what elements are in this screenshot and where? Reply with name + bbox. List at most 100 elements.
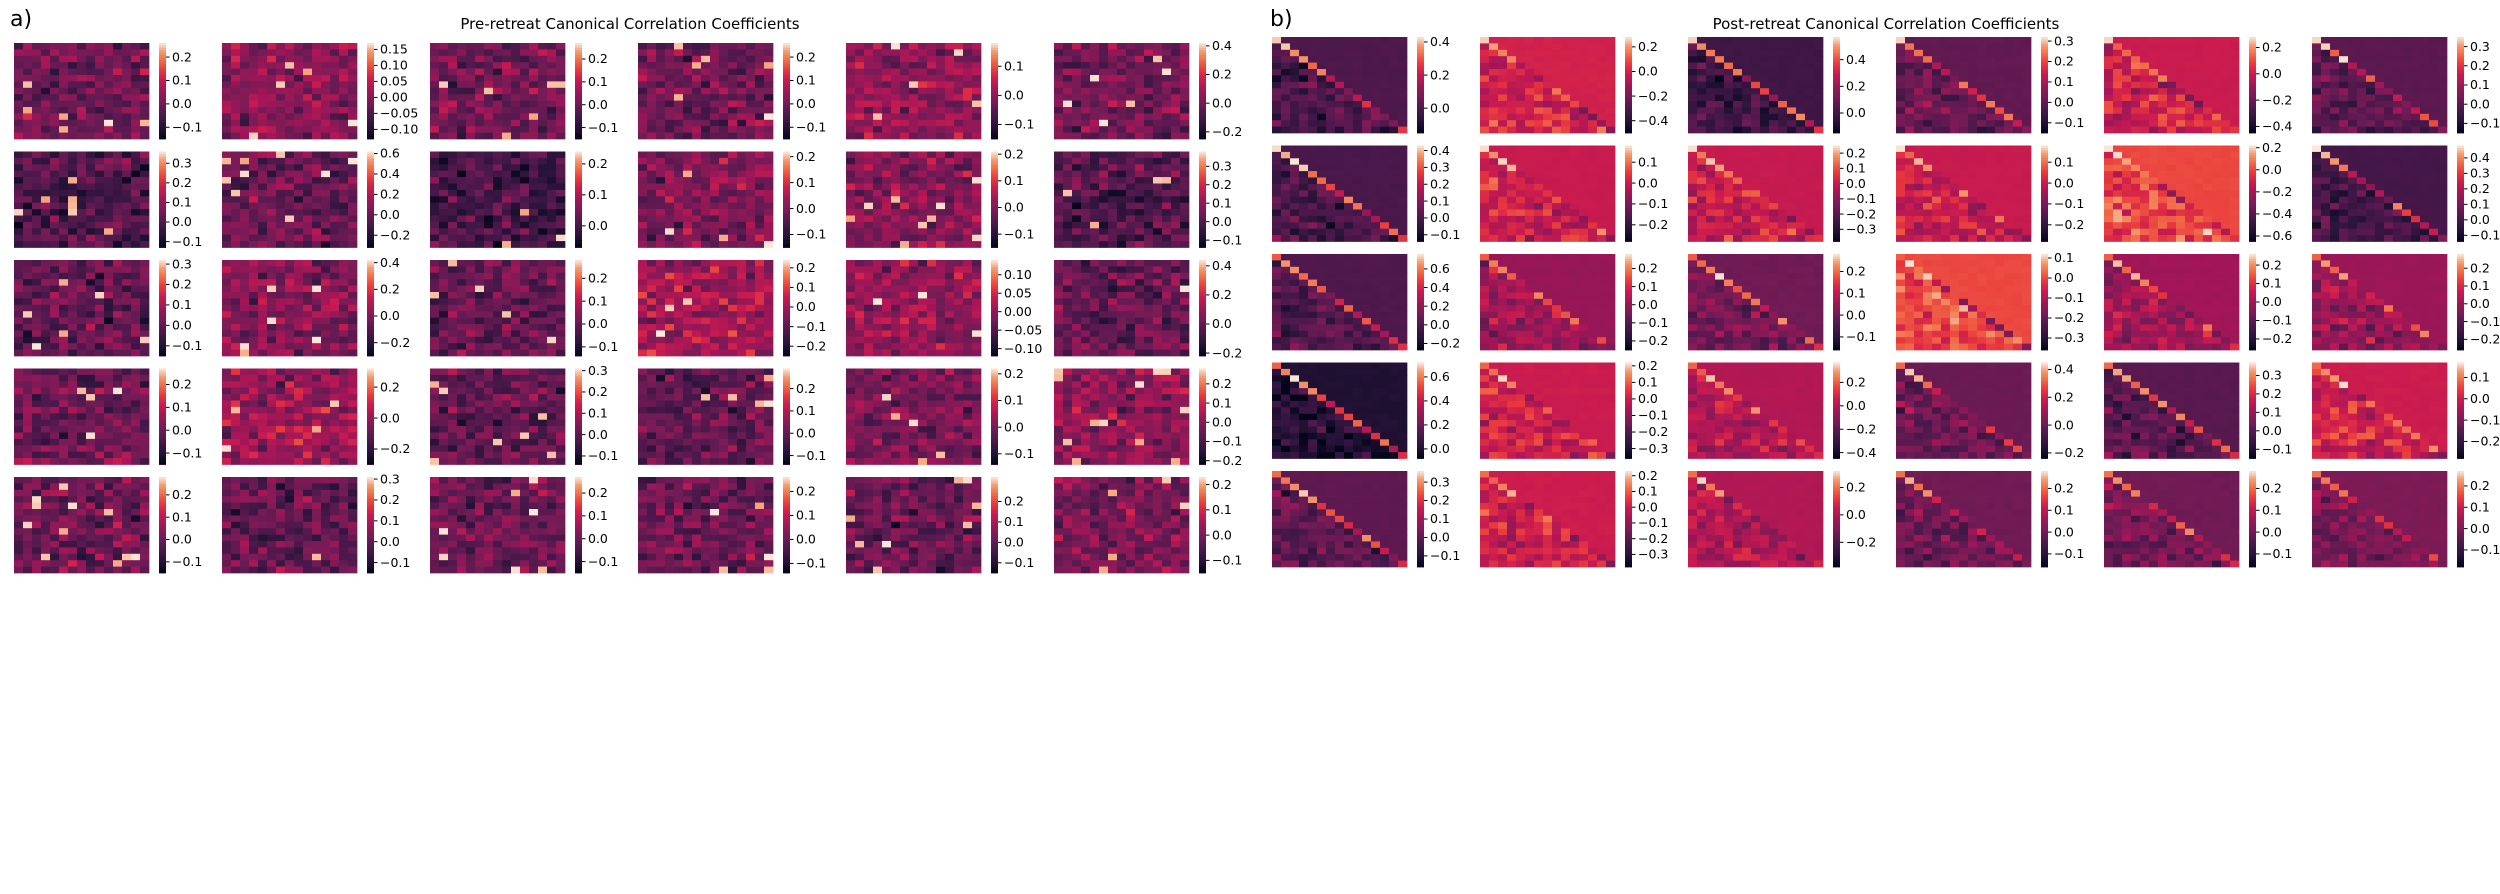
colorbar-segment <box>1199 159 1206 162</box>
heatmap-cell <box>303 56 312 63</box>
heatmap-cell <box>231 107 240 114</box>
colorbar-segment <box>367 129 374 132</box>
heatmap-cell <box>122 235 131 242</box>
heatmap-cell <box>665 266 674 273</box>
heatmap-cell <box>1126 266 1135 273</box>
heatmap-cell <box>891 273 900 280</box>
heatmap-cell <box>900 292 909 299</box>
heatmap-cell <box>1171 81 1180 88</box>
heatmap-cell <box>122 190 131 197</box>
heatmap-cell <box>647 113 656 120</box>
heatmap-cell <box>683 69 692 76</box>
heatmap-cell <box>1171 152 1180 159</box>
colorbar-segment <box>991 286 998 289</box>
heatmap-cell <box>77 113 86 120</box>
colorbar-segment <box>991 81 998 84</box>
heatmap-cell <box>855 49 864 56</box>
heatmap-cell <box>547 337 556 344</box>
heatmap-cell <box>529 126 538 133</box>
heatmap-cell <box>1090 324 1099 331</box>
heatmap-cell <box>258 266 267 273</box>
colorbar-segment <box>367 306 374 309</box>
heatmap-cell <box>457 279 466 286</box>
heatmap-cell <box>1126 113 1135 120</box>
heatmap-cell <box>692 133 701 140</box>
heatmap-cell <box>312 190 321 197</box>
heatmap-cell <box>647 222 656 229</box>
heatmap-cell <box>1072 343 1081 350</box>
heatmap-cell <box>321 273 330 280</box>
heatmap-cell <box>936 203 945 210</box>
colorbar-segment <box>991 204 998 207</box>
heatmap-cell <box>1171 113 1180 120</box>
heatmap-cell <box>1108 311 1117 318</box>
heatmap-cell <box>846 318 855 325</box>
heatmap-cell <box>864 88 873 95</box>
heatmap-cell <box>430 279 439 286</box>
heatmap-cell <box>258 216 267 223</box>
heatmap-cell <box>864 43 873 50</box>
heatmap-cell <box>1090 43 1099 50</box>
heatmap-cell <box>475 164 484 171</box>
heatmap-cell <box>95 107 104 114</box>
heatmap-cell <box>900 81 909 88</box>
colorbar-segment <box>1199 197 1206 200</box>
heatmap-cell <box>294 305 303 312</box>
heatmap-cell <box>493 101 502 108</box>
colorbar-segment <box>783 91 790 94</box>
heatmap-cell <box>113 81 122 88</box>
heatmap-cell <box>32 184 41 191</box>
colorbar-segment <box>575 301 582 304</box>
heatmap-cell <box>312 318 321 325</box>
heatmap-cell <box>864 75 873 82</box>
heatmap-cell <box>728 164 737 171</box>
heatmap-cell <box>547 113 556 120</box>
heatmap-cell <box>927 266 936 273</box>
heatmap-cell <box>1171 49 1180 56</box>
heatmap-cell <box>1171 216 1180 223</box>
heatmap-cell <box>882 330 891 337</box>
heatmap-cell <box>50 337 59 344</box>
heatmap-cell <box>32 209 41 216</box>
heatmap-cell <box>32 56 41 63</box>
colorbar-segment <box>159 50 166 53</box>
heatmap-cell <box>909 94 918 101</box>
heatmap-cell <box>954 113 963 120</box>
heatmap-cell <box>909 222 918 229</box>
heatmap-cell <box>457 120 466 127</box>
heatmap-cell <box>475 286 484 293</box>
heatmap-cell <box>23 88 32 95</box>
colorbar-segment <box>367 346 374 349</box>
heatmap-cell <box>41 62 50 69</box>
heatmap-cell <box>945 43 954 50</box>
heatmap-cell <box>900 209 909 216</box>
heatmap-cell <box>963 311 972 318</box>
heatmap-cell <box>348 203 357 210</box>
heatmap-cell <box>276 216 285 223</box>
heatmap-cell <box>1153 209 1162 216</box>
heatmap-cell <box>222 318 231 325</box>
colorbar-tick-label: 0.0 <box>1004 88 1024 103</box>
heatmap-cell <box>1099 107 1108 114</box>
heatmap-cell <box>294 235 303 242</box>
heatmap-cell <box>683 298 692 305</box>
heatmap-cell <box>1063 286 1072 293</box>
heatmap-cell <box>430 311 439 318</box>
colorbar-segment <box>159 91 166 94</box>
heatmap-cell <box>59 273 68 280</box>
heatmap-cell <box>1099 318 1108 325</box>
heatmap-cell <box>719 298 728 305</box>
colorbar-segment <box>991 231 998 234</box>
heatmap-cell <box>728 209 737 216</box>
heatmap-cell <box>50 235 59 242</box>
heatmap-cell <box>520 81 529 88</box>
heatmap-cell <box>746 292 755 299</box>
heatmap-cell <box>77 273 86 280</box>
heatmap-cell <box>972 75 981 82</box>
heatmap-cell <box>719 152 728 159</box>
heatmap-cell <box>529 184 538 191</box>
heatmap-cell <box>303 164 312 171</box>
heatmap-cell <box>140 81 149 88</box>
heatmap-cell <box>538 260 547 267</box>
heatmap-cell <box>683 286 692 293</box>
